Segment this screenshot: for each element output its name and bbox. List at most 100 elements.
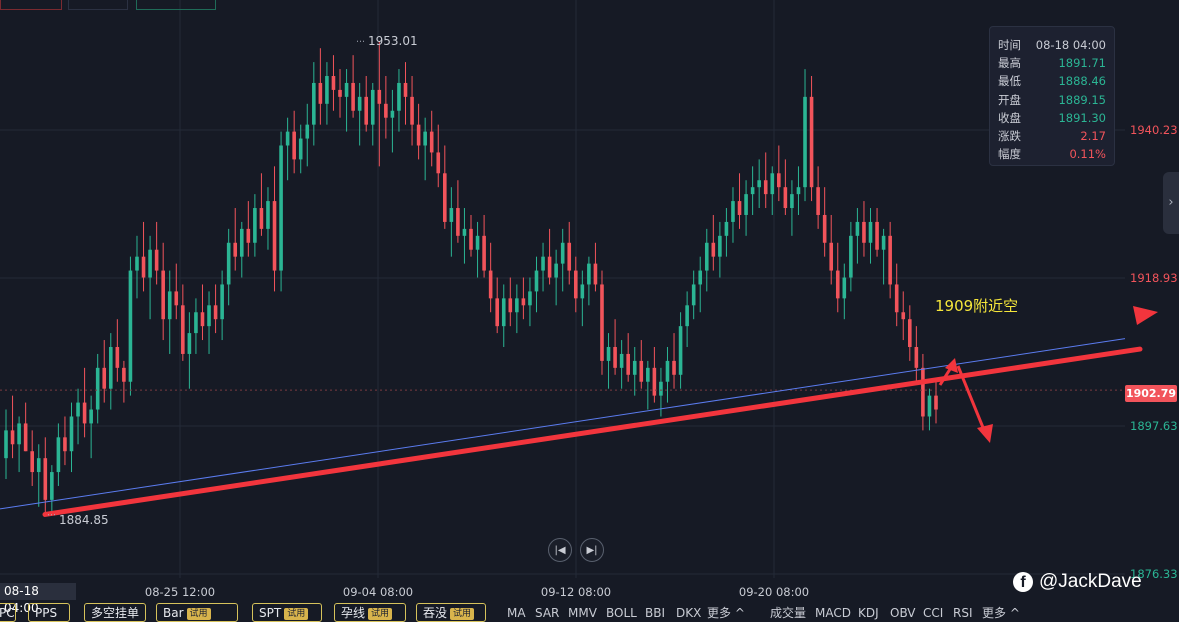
candle-body — [790, 194, 794, 209]
info-value: 1891.30 — [1058, 110, 1106, 125]
candle-body — [541, 256, 545, 271]
skip-forward-icon[interactable]: ▶| — [580, 538, 604, 562]
candle-body — [30, 451, 34, 473]
candle-body — [181, 305, 185, 354]
candle-body — [783, 187, 788, 209]
candle-body — [862, 221, 866, 243]
candle-body — [855, 221, 860, 236]
trend-arrow-head — [1133, 306, 1158, 325]
indicator-button[interactable]: 吞没 试用 — [416, 603, 486, 622]
candle-body — [632, 360, 637, 375]
cursor-time-label: 08-18 04:00 — [0, 583, 76, 615]
info-value: 1888.46 — [1058, 74, 1106, 89]
drop-arrow-head — [977, 424, 993, 443]
sub-indicator-item[interactable]: 成交量 — [770, 606, 807, 620]
indicator-button[interactable]: 孕线 试用 — [334, 603, 406, 622]
main-indicator-item[interactable]: BBI — [645, 606, 666, 620]
candle-body — [659, 381, 663, 396]
candle-body — [573, 270, 578, 299]
trendline-blue — [0, 338, 1126, 510]
sub-indicator-item[interactable]: RSI — [953, 606, 973, 620]
candle-body — [763, 180, 768, 195]
indicator-button-label: SPT — [259, 606, 282, 620]
candle-body — [475, 235, 480, 250]
candle-body — [646, 367, 650, 382]
y-tick-label: 1876.33 — [1130, 567, 1178, 581]
candle-body — [436, 152, 441, 174]
indicator-button[interactable]: PPS — [28, 603, 70, 622]
candle-body — [423, 131, 427, 146]
candle-body — [239, 228, 244, 257]
sub-indicator-item[interactable]: MACD — [815, 606, 851, 620]
x-tick-label: 09-12 08:00 — [541, 585, 611, 599]
sub-indicator-item[interactable]: 更多 ^ — [982, 606, 1020, 620]
candle-body — [482, 235, 486, 271]
info-key: 收盘 — [998, 110, 1021, 125]
candle-body — [921, 367, 925, 417]
candle-body — [580, 284, 585, 299]
candle-body — [652, 367, 657, 396]
candle-body — [613, 346, 617, 368]
candle-body — [384, 103, 388, 118]
sub-indicator-item[interactable]: KDJ — [858, 606, 879, 620]
candle-body — [875, 221, 879, 250]
candle-body — [829, 242, 834, 271]
candle-body — [115, 346, 120, 368]
indicator-button[interactable]: PC — [0, 603, 16, 622]
sub-indicator-item[interactable]: CCI — [923, 606, 944, 620]
candle-body — [76, 402, 80, 417]
candle-body — [128, 270, 133, 382]
candle-body — [554, 263, 558, 278]
watermark: f @JackDave — [1013, 571, 1142, 593]
candle-body — [95, 367, 100, 410]
axis-labels: 1940.23 1918.93 1897.63 1876.33 08-25 12:00 0… — [145, 123, 1178, 599]
candle-body — [737, 201, 742, 215]
candle-body — [678, 326, 683, 375]
top-control-3[interactable] — [136, 0, 216, 10]
candle-body — [331, 76, 336, 90]
candle-body — [619, 353, 624, 368]
candle-body — [429, 131, 434, 153]
main-indicator-item[interactable]: MMV — [568, 606, 597, 620]
candle-body — [148, 249, 152, 278]
candle-body — [449, 208, 454, 222]
info-row: 涨跌 2.17 — [998, 127, 1106, 145]
chevron-right-icon[interactable]: › — [1163, 172, 1179, 234]
trial-badge: 试用 — [186, 608, 211, 620]
candle-body — [469, 228, 473, 250]
skip-back-icon[interactable]: |◀ — [548, 538, 572, 562]
candle-body — [456, 208, 460, 236]
ohlc-info-panel: 时间 08-18 04:00 最高 1891.71 最低 1888.46 开盘 1889.15… — [989, 26, 1115, 166]
main-indicator-item[interactable]: DKX — [676, 606, 702, 620]
y-tick-label: 1940.23 — [1130, 123, 1178, 137]
main-indicator-item[interactable]: BOLL — [606, 606, 637, 620]
candle-body — [10, 430, 15, 445]
indicator-button[interactable]: Bar 试用 — [156, 603, 238, 622]
candle-body — [718, 235, 722, 257]
candle-body — [377, 89, 382, 104]
info-row: 开盘 1889.15 — [998, 91, 1106, 109]
candle-body — [89, 409, 93, 424]
info-key: 涨跌 — [998, 128, 1021, 143]
top-control-1[interactable] — [0, 0, 62, 10]
candle-body — [226, 242, 231, 285]
top-control-2[interactable] — [68, 0, 128, 10]
candle-body — [515, 298, 519, 313]
candle-body — [914, 346, 919, 368]
candle-body — [606, 346, 611, 361]
indicator-button[interactable]: SPT 试用 — [252, 603, 322, 622]
indicator-button-label: Bar — [163, 606, 184, 620]
info-row: 收盘 1891.30 — [998, 109, 1106, 127]
info-key: 最低 — [998, 74, 1021, 89]
indicator-button[interactable]: 多空挂单 — [84, 603, 146, 622]
x-tick-label: 09-20 08:00 — [739, 585, 809, 599]
main-indicator-item[interactable]: MA — [507, 606, 526, 620]
indicator-button-label: PPS — [35, 606, 58, 620]
main-indicator-item[interactable]: SAR — [535, 606, 560, 620]
x-tick-label: 09-04 08:00 — [343, 585, 413, 599]
sub-indicator-item[interactable]: OBV — [890, 606, 916, 620]
candle-body — [122, 367, 126, 382]
main-indicator-item[interactable]: 更多 ^ — [707, 606, 745, 620]
info-value: 1889.15 — [1058, 92, 1106, 107]
